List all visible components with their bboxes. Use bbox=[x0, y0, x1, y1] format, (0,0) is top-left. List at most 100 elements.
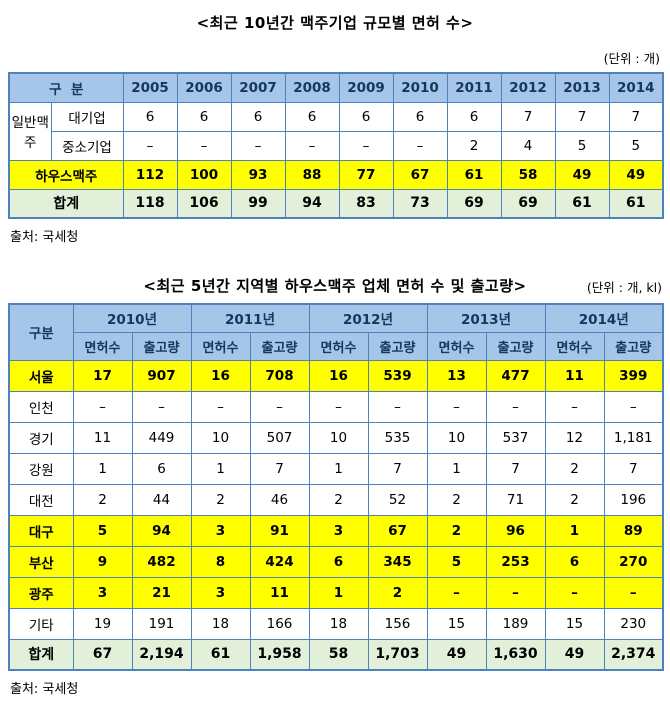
cell: 2 bbox=[426, 483, 487, 516]
row-label: 경기 bbox=[8, 421, 74, 454]
cell: 6 bbox=[122, 101, 178, 132]
cell: – bbox=[190, 390, 251, 423]
year-header: 2014 bbox=[608, 72, 664, 103]
cell: 2 bbox=[544, 452, 605, 485]
cell: 399 bbox=[603, 359, 664, 392]
row-label: 광주 bbox=[8, 576, 74, 609]
cell: 94 bbox=[284, 188, 340, 219]
year-header: 2014년 bbox=[544, 303, 664, 333]
row-label: 대기업 bbox=[50, 101, 124, 132]
cell: 6 bbox=[176, 101, 232, 132]
subheader-shipment: 출고량 bbox=[603, 331, 664, 361]
year-header: 2013 bbox=[554, 72, 610, 103]
cell: – bbox=[603, 576, 664, 609]
cell: 7 bbox=[608, 101, 664, 132]
row-label: 대전 bbox=[8, 483, 74, 516]
year-header: 2005 bbox=[122, 72, 178, 103]
group-general-beer: 일반맥주 bbox=[8, 101, 52, 161]
cell: 44 bbox=[131, 483, 192, 516]
row-gwangju: 광주 3 21 3 11 1 2 – – – – bbox=[8, 576, 664, 609]
cell: 69 bbox=[500, 188, 556, 219]
cell: 16 bbox=[190, 359, 251, 392]
cell: 1,958 bbox=[249, 638, 310, 671]
subheader-shipment: 출고량 bbox=[249, 331, 310, 361]
cell: – bbox=[249, 390, 310, 423]
cell: 11 bbox=[249, 576, 310, 609]
cell: 52 bbox=[367, 483, 428, 516]
cell: 10 bbox=[308, 421, 369, 454]
cell: 2 bbox=[308, 483, 369, 516]
cell: 6 bbox=[308, 545, 369, 578]
row-label: 중소기업 bbox=[50, 130, 124, 161]
cell: 2 bbox=[72, 483, 133, 516]
row-label: 합계 bbox=[8, 638, 74, 671]
cell: 71 bbox=[485, 483, 546, 516]
cell: 3 bbox=[190, 576, 251, 609]
cell: 83 bbox=[338, 188, 394, 219]
year-header: 2013년 bbox=[426, 303, 546, 333]
cell: 12 bbox=[544, 421, 605, 454]
cell: 11 bbox=[544, 359, 605, 392]
cell: 2,374 bbox=[603, 638, 664, 671]
year-header: 2010 bbox=[392, 72, 448, 103]
cell: 49 bbox=[426, 638, 487, 671]
cell: 6 bbox=[544, 545, 605, 578]
table2-subheader-row: 면허수 출고량 면허수 출고량 면허수 출고량 면허수 출고량 면허수 출고량 bbox=[9, 331, 664, 361]
cell: 7 bbox=[485, 452, 546, 485]
row-label: 강원 bbox=[8, 452, 74, 485]
cell: 189 bbox=[485, 607, 546, 640]
cell: – bbox=[122, 130, 178, 161]
cell: 7 bbox=[603, 452, 664, 485]
cell: 6 bbox=[131, 452, 192, 485]
cell: 15 bbox=[544, 607, 605, 640]
cell: 17 bbox=[72, 359, 133, 392]
row-total: 합계 67 2,194 61 1,958 58 1,703 49 1,630 4… bbox=[8, 638, 664, 671]
cell: 118 bbox=[122, 188, 178, 219]
cell: 5 bbox=[72, 514, 133, 547]
cell: 7 bbox=[554, 101, 610, 132]
cell: 2 bbox=[544, 483, 605, 516]
row-label: 서울 bbox=[8, 359, 74, 392]
cell: – bbox=[230, 130, 286, 161]
cell: 166 bbox=[249, 607, 310, 640]
cell: 5 bbox=[426, 545, 487, 578]
row-gyeonggi: 경기 11 449 10 507 10 535 10 537 12 1,181 bbox=[8, 421, 664, 454]
cell: 907 bbox=[131, 359, 192, 392]
cell: 191 bbox=[131, 607, 192, 640]
cell: 1 bbox=[190, 452, 251, 485]
table2-header-row: 구분 2010년 2011년 2012년 2013년 2014년 bbox=[8, 303, 664, 361]
subheader-license: 면허수 bbox=[544, 331, 605, 361]
cell: 8 bbox=[190, 545, 251, 578]
cell: – bbox=[426, 576, 487, 609]
cell: 21 bbox=[131, 576, 192, 609]
cell: 49 bbox=[554, 159, 610, 190]
table2-source: 출처: 국세청 bbox=[10, 682, 79, 697]
cell: 2 bbox=[190, 483, 251, 516]
year-header: 2009 bbox=[338, 72, 394, 103]
cell: 7 bbox=[500, 101, 556, 132]
cell: 708 bbox=[249, 359, 310, 392]
cell: 1 bbox=[426, 452, 487, 485]
cell: 10 bbox=[190, 421, 251, 454]
row-gangwon: 강원 1 6 1 7 1 7 1 7 2 7 bbox=[8, 452, 664, 485]
cell: 16 bbox=[308, 359, 369, 392]
cell: 93 bbox=[230, 159, 286, 190]
cell: – bbox=[392, 130, 448, 161]
cell: 2 bbox=[446, 130, 502, 161]
cell: 73 bbox=[392, 188, 448, 219]
table2-title-row: <최근 5년간 지역별 하우스맥주 업체 면허 수 및 출고량> (단위 : 개… bbox=[8, 275, 662, 297]
year-header: 2011년 bbox=[190, 303, 310, 333]
cell: 94 bbox=[131, 514, 192, 547]
cell: 1 bbox=[544, 514, 605, 547]
row-label: 기타 bbox=[8, 607, 74, 640]
cell: 424 bbox=[249, 545, 310, 578]
cell: – bbox=[308, 390, 369, 423]
cell: 9 bbox=[72, 545, 133, 578]
cell: 1,630 bbox=[485, 638, 546, 671]
row-busan: 부산 9 482 8 424 6 345 5 253 6 270 bbox=[8, 545, 664, 578]
table1-source: 출처: 국세청 bbox=[10, 230, 79, 245]
cell: 15 bbox=[426, 607, 487, 640]
subheader-license: 면허수 bbox=[72, 331, 133, 361]
cell: 106 bbox=[176, 188, 232, 219]
